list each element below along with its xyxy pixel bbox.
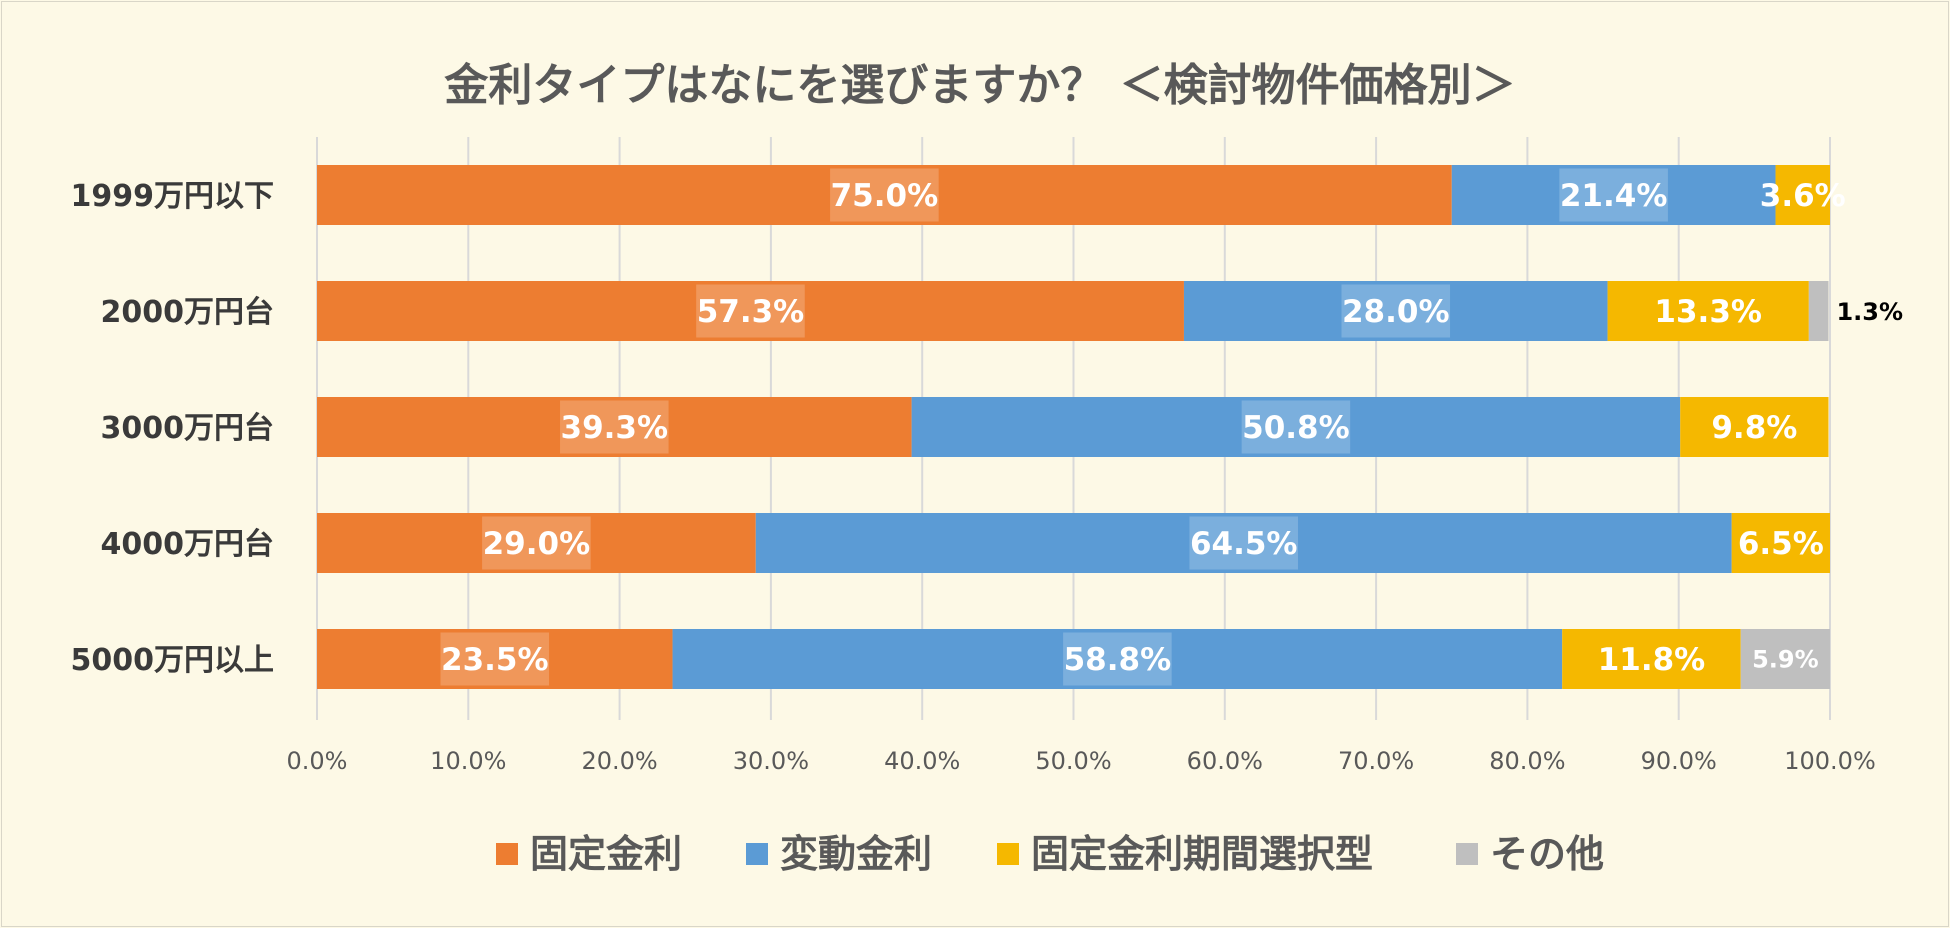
bar-segment [317,513,756,573]
data-label: 39.3% [561,410,669,446]
legend-swatch [496,843,518,865]
bar-segment [1451,165,1776,225]
legend-label: 固定金利期間選択型 [1031,832,1373,876]
bar-segment [1740,629,1830,689]
data-label-box [1341,284,1451,338]
x-tick-label: 20.0% [581,747,657,775]
data-label: 21.4% [1560,178,1668,214]
legend-swatch [1456,843,1478,865]
bar-segment [1607,281,1809,341]
data-label: 23.5% [441,642,549,678]
data-label-box [1063,632,1172,686]
x-tick-label: 50.0% [1035,747,1111,775]
data-label: 13.3% [1654,294,1762,330]
data-label: 28.0% [1342,294,1450,330]
x-tick-label: 90.0% [1641,747,1717,775]
bar-segment [1562,629,1741,689]
x-tick-label: 70.0% [1338,747,1414,775]
data-label: 57.3% [697,294,805,330]
legend-swatch [746,843,768,865]
data-label-box [560,400,669,454]
legend-label: 固定金利 [530,832,682,876]
data-label: 75.0% [831,178,939,214]
category-label: 5000万円以上 [71,643,275,678]
data-label-box [830,168,939,222]
x-tick-label: 100.0% [1784,747,1876,775]
data-label-box [1189,516,1298,570]
chart-title: 金利タイプはなにを選びますか？ ＜検討物件価格別＞ [443,60,1515,111]
x-tick-label: 10.0% [430,747,506,775]
data-label-box [1241,400,1351,454]
data-label-box [1559,168,1668,222]
category-label: 4000万円台 [101,527,275,562]
legend-label: その他 [1490,832,1604,876]
category-label: 2000万円台 [101,295,275,330]
axes: 0.0% 10.0% 20.0% 30.0% 40.0% 50.0% 60.0% 70.0% 8… [71,179,1876,775]
x-tick-label: 0.0% [287,747,348,775]
category-label: 3000万円台 [101,411,275,446]
x-tick-label: 40.0% [884,747,960,775]
data-label: 11.8% [1598,642,1706,678]
bar-segment [317,281,1184,341]
bar-segment [1808,281,1829,341]
data-label: 9.8% [1711,410,1797,446]
legend-swatch [997,843,1019,865]
bar-segment [911,397,1681,457]
data-label-box [440,632,550,686]
legend-label: 変動金利 [780,832,932,876]
x-tick-label: 60.0% [1187,747,1263,775]
data-label: 5.9% [1752,646,1819,674]
bar-segment [317,629,673,689]
bar-segment [755,513,1732,573]
data-label: 29.0% [483,526,591,562]
data-label: 6.5% [1738,526,1824,562]
data-label: 3.6% [1760,178,1846,214]
x-tick-label: 80.0% [1489,747,1565,775]
bar-segment [1680,397,1829,457]
legend: 固定金利 変動金利 固定金利期間選択型 その他 [496,832,1604,876]
bar-segment [1731,513,1830,573]
bars [317,165,1830,689]
data-label-box [482,516,591,570]
x-tick-label: 30.0% [733,747,809,775]
category-label: 1999万円以下 [71,179,275,214]
bar-segment [317,397,912,457]
bar-segment [1775,165,1830,225]
data-labels: 75.0% 21.4% 3.6% 57.3% 28.0% 13.3% 1.3% 39.3% 50… [440,168,1903,686]
bar-segment [317,165,1452,225]
data-label: 58.8% [1064,642,1172,678]
data-label: 1.3% [1836,298,1903,326]
data-label-box [696,284,805,338]
bar-segment [672,629,1563,689]
data-label: 64.5% [1190,526,1298,562]
bar-segment [1183,281,1608,341]
data-label: 50.8% [1242,410,1350,446]
